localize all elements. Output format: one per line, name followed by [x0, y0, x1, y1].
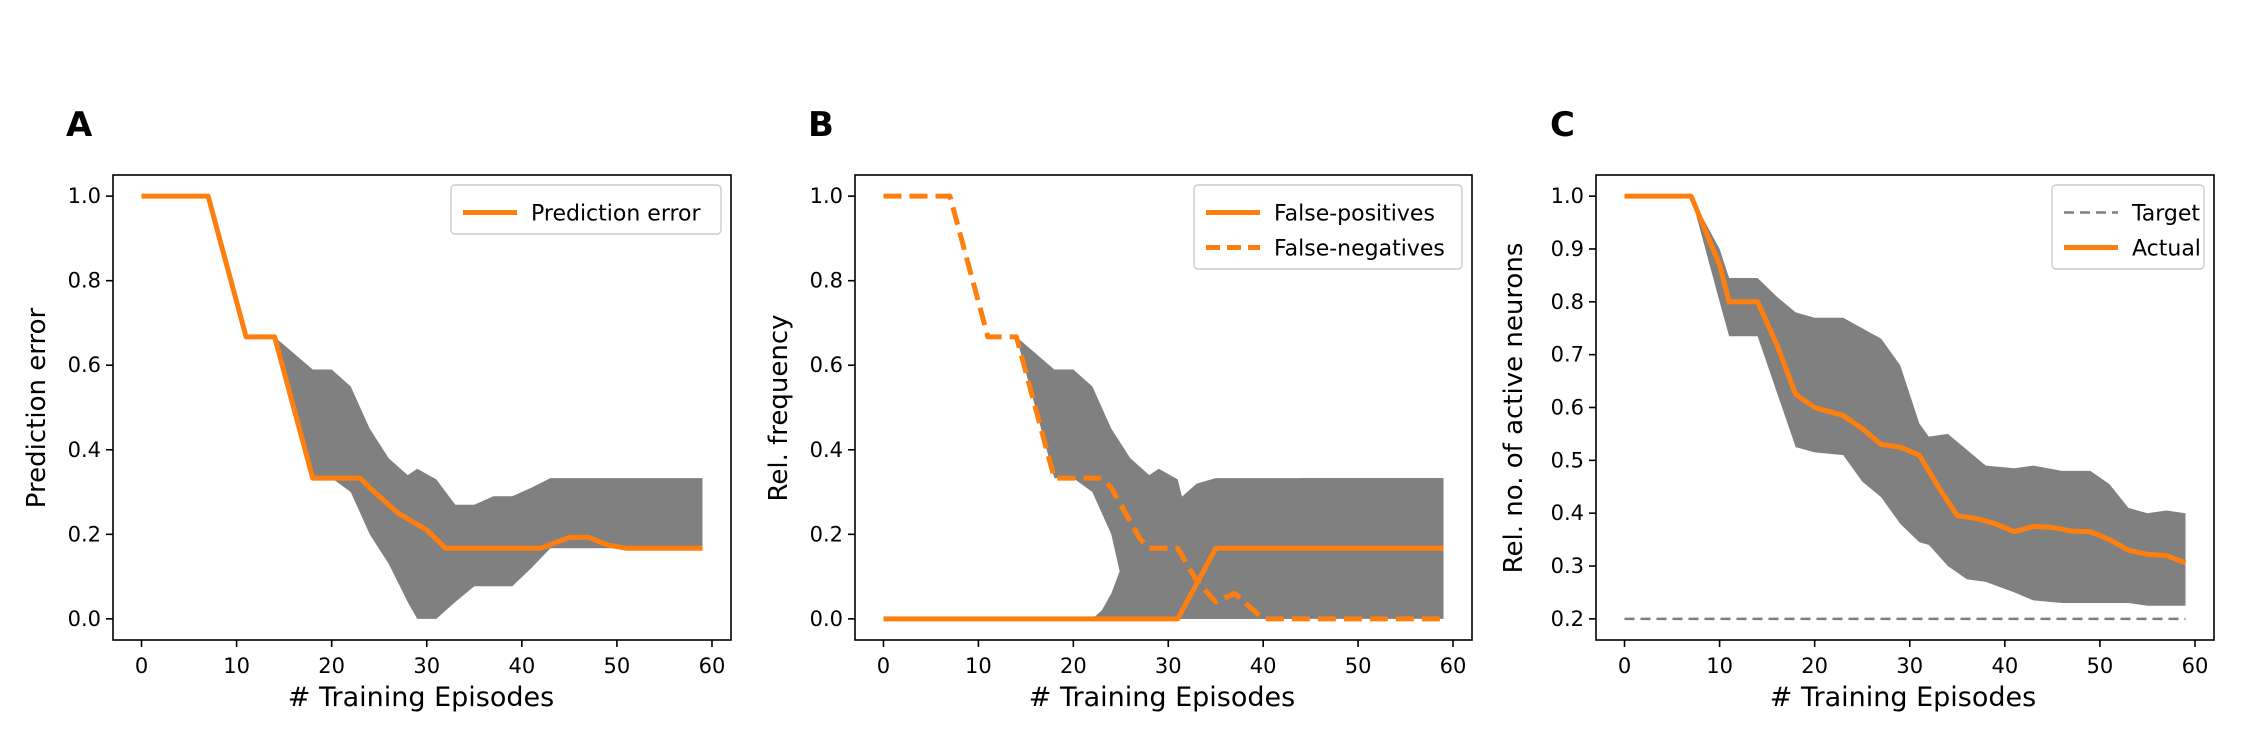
y-tick-label: 0.4	[1551, 501, 1584, 525]
plot-area: 0 10 20 30 40 50 60 0.2 0.3 0.4 0.5 0.6 0.7 0.8 0.9 1.0	[1551, 174, 2215, 678]
x-tick-label: 50	[2087, 654, 2114, 678]
x-tick-label: 0	[1618, 654, 1631, 678]
y-tick-label: 0.4	[810, 438, 843, 462]
panel-b: B 0 10 20 30 40 50 60 0.0 0.2 0.4 0.6 0.8 1.0 Rel. f…	[764, 105, 1473, 713]
x-tick-label: 60	[2182, 654, 2209, 678]
x-tick-label: 40	[1991, 654, 2018, 678]
legend-label: Target	[2131, 202, 2200, 227]
x-axis-label: # Training Episodes	[1770, 682, 2036, 713]
y-tick-label: 0.8	[68, 269, 101, 293]
y-tick-label: 0.6	[1551, 396, 1584, 420]
y-tick-label: 0.2	[68, 522, 101, 546]
series-line	[141, 193, 703, 551]
panel-c: C 0 10 20 30 40 50 60 0.2 0.3 0.4 0.5 0.6 0.7 0.8 0.9 1…	[1499, 105, 2215, 713]
y-tick-label: 0.6	[68, 353, 101, 377]
x-axis-label: # Training Episodes	[288, 682, 554, 713]
x-tick-label: 30	[1896, 654, 1923, 678]
plot-area: 0 10 20 30 40 50 60 0.0 0.2 0.4 0.6 0.8 1.0	[68, 174, 732, 678]
y-tick-label: 0.8	[810, 269, 843, 293]
y-tick-label: 0.4	[68, 438, 101, 462]
y-tick-label: 0.8	[1551, 290, 1584, 314]
y-tick-label: 0.2	[1551, 607, 1584, 631]
series-line	[883, 193, 1444, 622]
x-tick-label: 20	[1801, 654, 1828, 678]
legend-label: False-negatives	[1274, 237, 1445, 262]
y-tick-label: 1.0	[810, 184, 843, 208]
x-tick-label: 0	[135, 654, 148, 678]
legend-box	[450, 184, 722, 235]
y-tick-label: 0.6	[810, 353, 843, 377]
x-tick-label: 60	[699, 654, 726, 678]
panel-label: A	[66, 105, 93, 145]
legend-label: Prediction error	[531, 202, 701, 227]
x-tick-label: 40	[1250, 654, 1277, 678]
x-axis-label: # Training Episodes	[1029, 682, 1295, 713]
y-tick-label: 1.0	[68, 184, 101, 208]
x-tick-label: 40	[508, 654, 535, 678]
y-tick-label: 0.0	[810, 607, 843, 631]
series-line	[1624, 193, 2187, 566]
x-tick-label: 0	[877, 654, 890, 678]
legend-box	[1193, 184, 1463, 270]
plot-area: 0 10 20 30 40 50 60 0.0 0.2 0.4 0.6 0.8 1.0	[810, 174, 1473, 678]
x-tick-label: 50	[1345, 654, 1372, 678]
x-tick-label: 30	[413, 654, 440, 678]
panel-label: B	[808, 105, 834, 145]
legend-label: Actual	[2132, 237, 2201, 262]
y-axis-label: Rel. frequency	[764, 314, 794, 501]
panel-label: C	[1550, 105, 1575, 145]
x-tick-label: 60	[1440, 654, 1467, 678]
confidence-band	[1624, 196, 2186, 606]
x-tick-label: 10	[223, 654, 250, 678]
x-tick-label: 30	[1155, 654, 1182, 678]
x-tick-label: 10	[1706, 654, 1733, 678]
y-tick-label: 0.2	[810, 522, 843, 546]
x-tick-label: 20	[318, 654, 345, 678]
legend: Target Actual	[2051, 184, 2205, 270]
axes-frame	[854, 174, 1473, 641]
axes-frame	[112, 174, 732, 641]
y-tick-label: 0.3	[1551, 554, 1584, 578]
y-axis-label: Prediction error	[22, 308, 52, 509]
x-tick-label: 10	[965, 654, 992, 678]
y-tick-label: 0.9	[1551, 237, 1584, 261]
x-tick-label: 50	[604, 654, 631, 678]
y-tick-label: 0.7	[1551, 343, 1584, 367]
y-tick-label: 1.0	[1551, 184, 1584, 208]
x-tick-label: 20	[1060, 654, 1087, 678]
confidence-band	[141, 196, 703, 619]
y-tick-label: 0.5	[1551, 448, 1584, 472]
legend-label: False-positives	[1274, 202, 1435, 227]
legend: Prediction error	[450, 184, 722, 235]
y-tick-label: 0.0	[68, 607, 101, 631]
legend: False-positives False-negatives	[1193, 184, 1463, 270]
y-axis-label: Rel. no. of active neurons	[1499, 243, 1529, 574]
panel-a: A 0 10 20 30 40 50 60 0.0 0.2 0.4 0.6 0.8 1.0 Predic…	[22, 105, 732, 713]
